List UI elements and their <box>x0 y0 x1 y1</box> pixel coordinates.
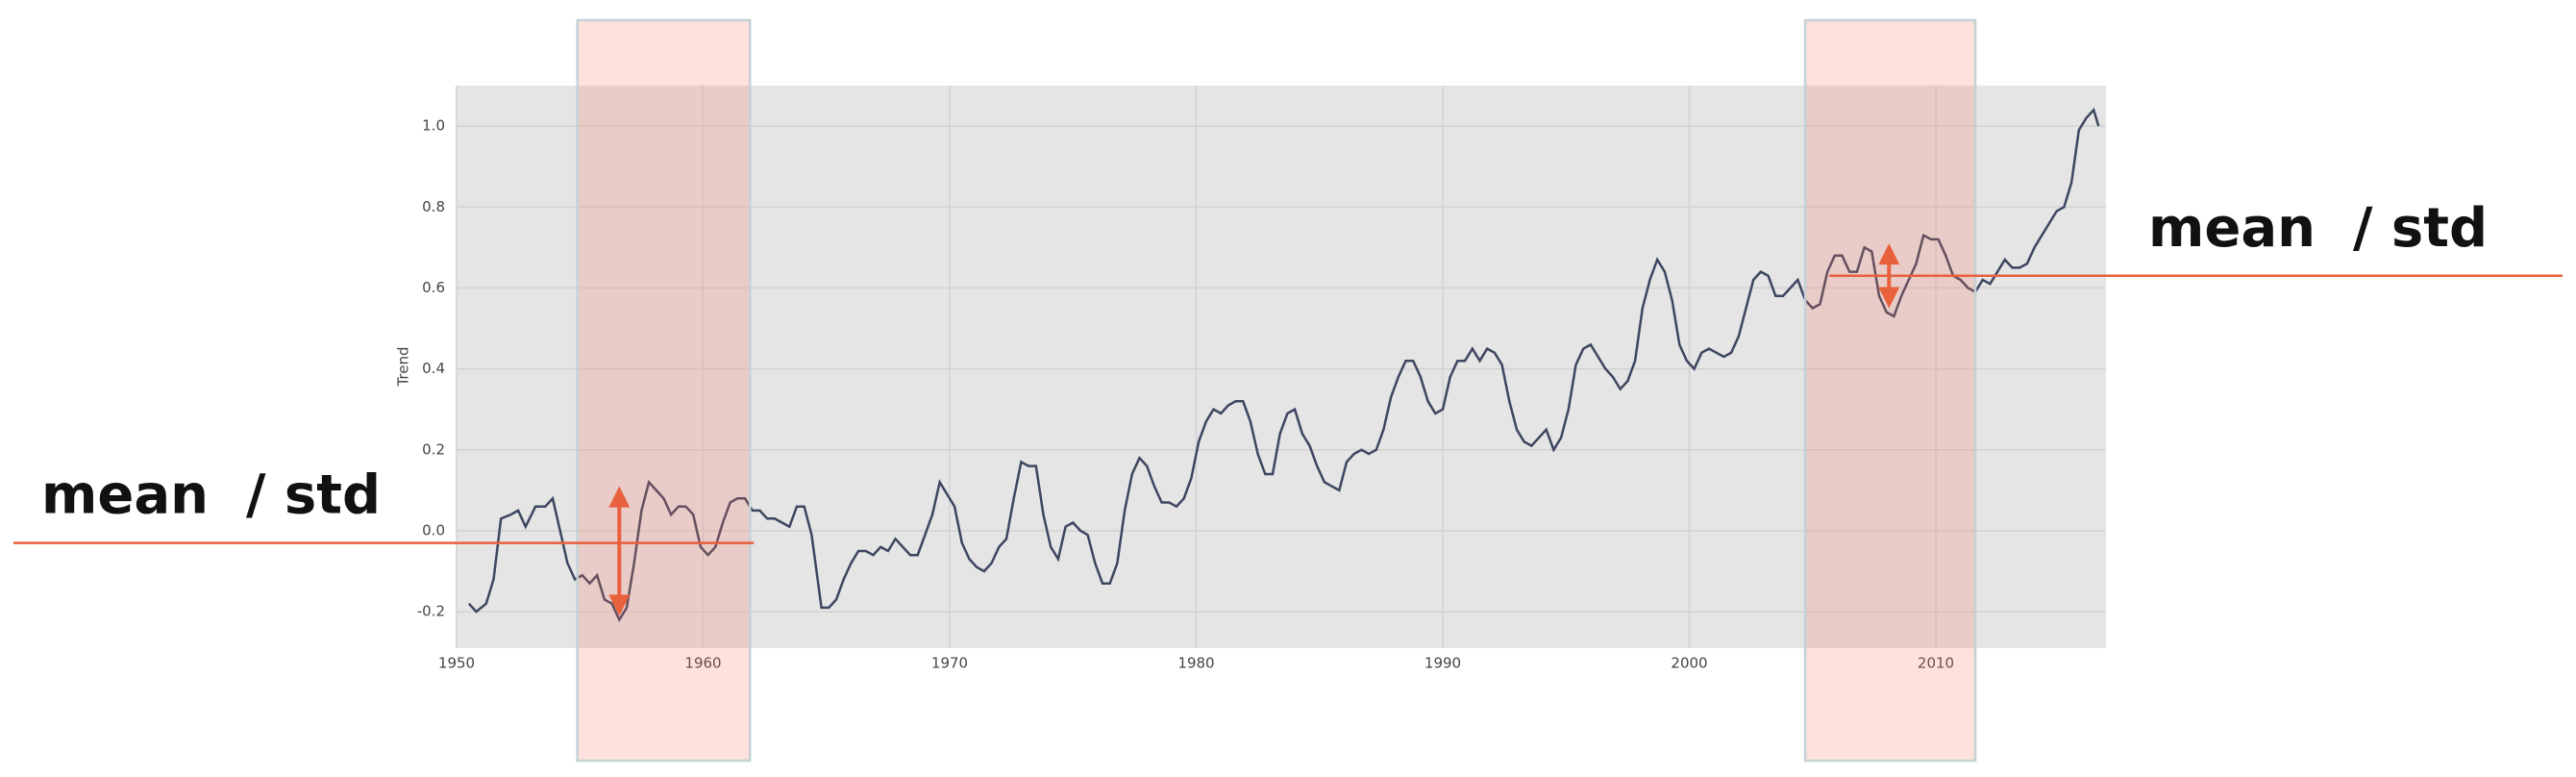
y-tick-label: 0.4 <box>422 360 445 377</box>
arrow-head <box>1878 243 1900 265</box>
arrow-head <box>608 594 631 616</box>
annotation-label: mean / std <box>2148 197 2488 260</box>
y-axis-label: Trend <box>395 346 412 387</box>
arrow-head <box>608 486 631 508</box>
y-tick-label: 0.6 <box>422 279 445 296</box>
y-tick-label: 0.8 <box>422 198 445 215</box>
x-tick-label: 1950 <box>438 655 475 672</box>
y-tick-label: 0.0 <box>422 521 445 539</box>
x-tick-label: 2000 <box>1671 655 1707 672</box>
highlight-span <box>576 18 752 763</box>
y-tick-label: 0.2 <box>422 440 445 458</box>
highlight-span <box>1803 18 1977 763</box>
plot-area <box>457 86 2106 648</box>
x-tick-label: 1980 <box>1177 655 1214 672</box>
x-tick-label: 1970 <box>931 655 968 672</box>
x-tick-label: 1990 <box>1424 655 1461 672</box>
x-tick-label: 1960 <box>684 655 721 672</box>
y-tick-label: 1.0 <box>422 117 445 135</box>
annotation-label: mean / std <box>41 464 381 527</box>
arrow-head <box>1878 287 1900 309</box>
y-tick-label: -0.2 <box>417 603 445 620</box>
x-tick-label: 2010 <box>1918 655 1954 672</box>
